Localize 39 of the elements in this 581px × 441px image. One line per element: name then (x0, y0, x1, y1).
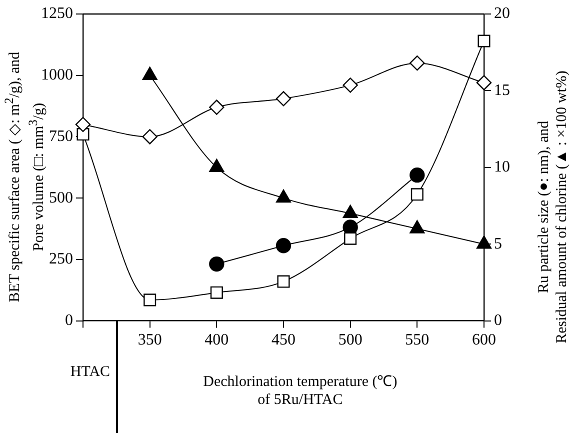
point (410, 188, 424, 201)
y-tick-label: 750 (49, 128, 73, 145)
text: HTAC (70, 362, 110, 381)
point (478, 34, 490, 48)
point (344, 232, 357, 245)
y2-axis-title: Ru particle size (●: nm), and Residual amount of chlorine (▲ : ×100 wt%) (535, 70, 571, 344)
point (342, 204, 358, 218)
y2-tick-label: 15 (494, 82, 510, 99)
point (476, 75, 492, 90)
point (276, 189, 292, 203)
point (75, 116, 91, 132)
x-tick-label: 500 (338, 332, 362, 349)
x-tick-label: 400 (204, 332, 229, 349)
y2-tick-label: 10 (494, 158, 510, 176)
point (209, 158, 224, 172)
point (410, 220, 425, 234)
x-tick-label: 600 (472, 332, 496, 349)
point (276, 91, 292, 106)
y-tick-label: 500 (49, 189, 73, 206)
point (144, 294, 156, 306)
point (410, 55, 425, 71)
y2-tick-label: 20 (494, 5, 510, 22)
y-tick-label: 1000 (41, 66, 73, 84)
x-tick-label: 350 (138, 332, 162, 349)
point (342, 78, 358, 93)
point (476, 236, 492, 249)
y-tick-label: 0 (65, 312, 73, 330)
y-tick-label: 1250 (41, 5, 73, 22)
point (142, 129, 158, 144)
x-tick-label: 550 (405, 332, 430, 349)
point (210, 286, 223, 299)
x-axis-title: Dechlorination temperature (℃) of 5Ru/HTAC (203, 372, 398, 409)
point (277, 275, 290, 288)
x-tick-label: 450 (272, 332, 296, 349)
point (209, 100, 224, 115)
y2-tick-label: 5 (494, 235, 502, 252)
y2-tick-label: 0 (494, 312, 502, 330)
y-tick-label: 250 (49, 250, 73, 268)
point (142, 66, 158, 80)
